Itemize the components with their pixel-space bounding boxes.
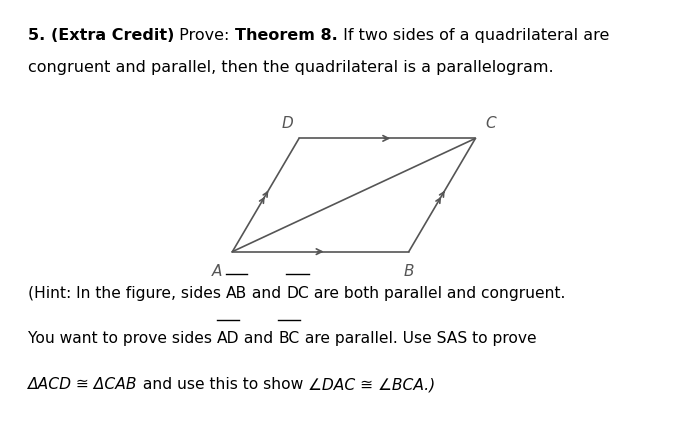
Text: are both parallel and congruent.: are both parallel and congruent. (309, 286, 566, 300)
Text: ΔACD ≅ ΔCAB: ΔACD ≅ ΔCAB (28, 377, 137, 392)
Text: BC: BC (279, 331, 300, 346)
Text: ∠DAC ≅ ∠BCA.): ∠DAC ≅ ∠BCA.) (307, 377, 435, 392)
Text: If two sides of a quadrilateral are: If two sides of a quadrilateral are (337, 28, 609, 43)
Text: B: B (403, 264, 414, 279)
Text: Prove:: Prove: (174, 28, 235, 43)
Text: and use this to show: and use this to show (137, 377, 307, 392)
Text: You want to prove sides: You want to prove sides (28, 331, 217, 346)
Text: D: D (281, 116, 293, 131)
Text: C: C (486, 116, 496, 131)
Text: DC: DC (286, 286, 309, 300)
Text: AD: AD (217, 331, 239, 346)
Text: and: and (239, 331, 279, 346)
Text: Theorem 8.: Theorem 8. (234, 28, 337, 43)
Text: are parallel. Use SAS to prove: are parallel. Use SAS to prove (300, 331, 536, 346)
Text: 5.: 5. (28, 28, 51, 43)
Text: A: A (211, 264, 222, 279)
Text: AB: AB (226, 286, 247, 300)
Text: (Hint: In the figure, sides: (Hint: In the figure, sides (28, 286, 226, 300)
Text: and: and (247, 286, 286, 300)
Text: congruent and parallel, then the quadrilateral is a parallelogram.: congruent and parallel, then the quadril… (28, 60, 554, 75)
Text: (Extra Credit): (Extra Credit) (51, 28, 174, 43)
